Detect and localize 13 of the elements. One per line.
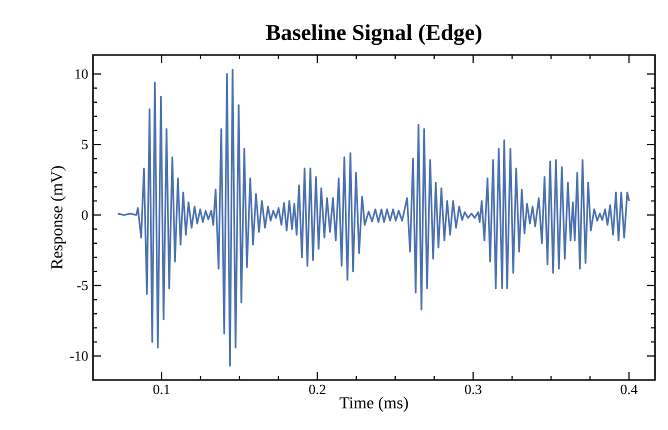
x-tick-label: 0.3 <box>464 384 482 394</box>
x-axis-title: Time (ms) <box>340 396 408 412</box>
y-tick-label: -10 <box>70 351 88 361</box>
x-tick-label: 0.2 <box>309 384 326 394</box>
x-tick-label: 0.4 <box>620 384 638 394</box>
y-axis-title: Response (mV) <box>50 166 66 270</box>
y-tick-label: 10 <box>76 69 88 79</box>
line-series <box>116 68 630 367</box>
x-tick-label: 0.1 <box>153 384 170 394</box>
chart-title: Baseline Signal (Edge) <box>266 24 482 45</box>
y-tick-label: 0 <box>82 210 88 220</box>
y-tick-label: 5 <box>82 140 88 150</box>
y-tick-label: -5 <box>77 280 88 290</box>
